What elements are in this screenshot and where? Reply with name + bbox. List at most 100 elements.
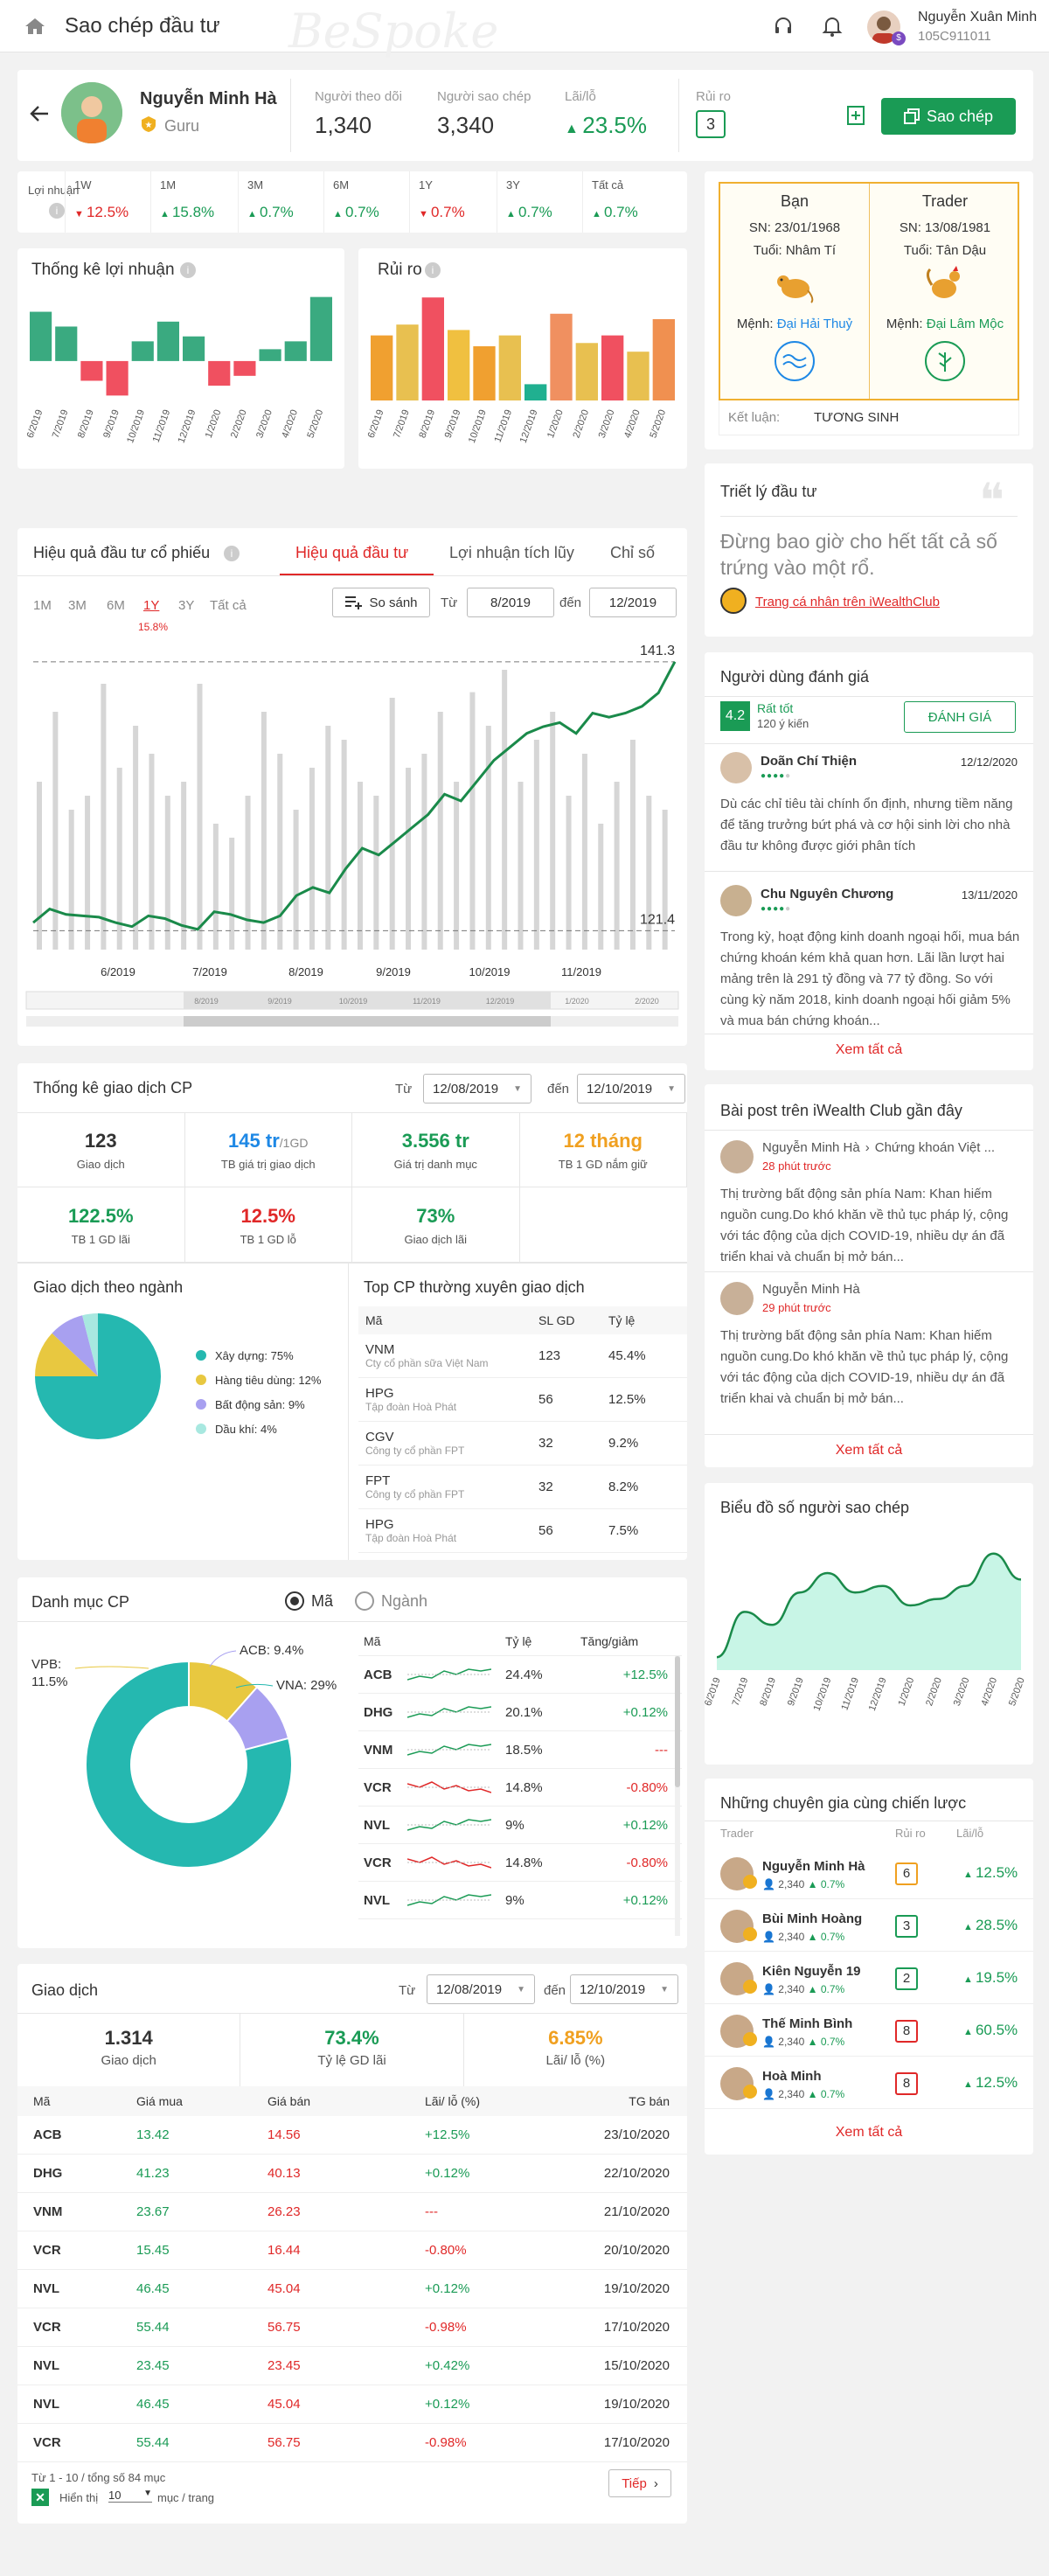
trades-from-input[interactable]: 12/08/2019 ▼ (427, 1974, 535, 2004)
bar[interactable] (233, 360, 256, 376)
bar[interactable] (259, 349, 281, 361)
table-row[interactable]: NVL 23.45 23.45 +0.42% 15/10/2020 (17, 2347, 687, 2385)
poster-name[interactable]: Nguyễn Minh Hà (762, 1282, 860, 1297)
to-date-input[interactable]: 12/2019 (589, 588, 677, 617)
info-icon[interactable]: i (224, 546, 240, 561)
from-date-input[interactable]: 8/2019 (467, 588, 554, 617)
info-icon[interactable]: i (49, 203, 65, 219)
back-arrow-icon[interactable] (30, 105, 49, 122)
range-option[interactable]: 3Y (178, 598, 195, 613)
pie-slice[interactable] (52, 1315, 98, 1376)
bar[interactable] (30, 311, 52, 361)
avatar[interactable] (867, 10, 900, 44)
return-cell[interactable]: 6M ▲ 0.7% (323, 171, 409, 233)
bar[interactable] (473, 346, 496, 400)
bar[interactable] (421, 297, 444, 400)
bar[interactable] (601, 335, 624, 400)
table-row[interactable]: VNM 18.5% --- (358, 1731, 682, 1769)
compare-button[interactable]: So sánh (332, 588, 430, 617)
bar[interactable] (396, 324, 419, 400)
post-text[interactable]: Thị trường bất động sản phía Nam: Khan h… (720, 1187, 1009, 1264)
return-cell[interactable]: 1W ▼ 12.5% (65, 171, 150, 233)
info-icon[interactable]: i (425, 262, 441, 278)
trade-stats-from-input[interactable]: 12/08/2019 ▼ (423, 1074, 531, 1104)
bar[interactable] (208, 360, 231, 386)
next-page-button[interactable]: Tiếp › (608, 2469, 671, 2497)
bar[interactable] (131, 341, 154, 361)
trade-stats-to-input[interactable]: 12/10/2019 ▼ (577, 1074, 685, 1104)
post-channel[interactable]: Chứng khoán Việt ... (874, 1140, 996, 1155)
navigator-window[interactable] (184, 992, 551, 1009)
copy-button[interactable]: Sao chép (881, 98, 1016, 135)
return-cell[interactable]: 1M ▲ 15.8% (150, 171, 236, 233)
bar[interactable] (309, 296, 332, 361)
range-option[interactable]: 1Y (143, 598, 160, 613)
tab-performance[interactable]: Hiệu quả đầu tư (295, 544, 409, 561)
bar[interactable] (156, 321, 179, 361)
expert-row[interactable]: Thế Minh Bình 👤 2,340 ▲ 0.7% 8 ▲ 60.5% (705, 2006, 1033, 2057)
range-option[interactable]: 6M (107, 598, 125, 613)
bar[interactable] (371, 335, 393, 400)
bar[interactable] (627, 352, 650, 400)
philosophy-link[interactable]: Trang cá nhân trên iWealthClub (755, 595, 940, 609)
return-cell[interactable]: Tất cả ▲ 0.7% (582, 171, 668, 233)
bar[interactable] (575, 343, 598, 400)
bar[interactable] (498, 335, 521, 400)
posts-see-all[interactable]: Xem tất cả (835, 1443, 903, 1458)
bookmark-add-icon[interactable] (846, 105, 865, 126)
chart-range-navigator[interactable]: 8/2019 9/2019 10/2019 11/2019 12/2019 1/2020 2… (17, 986, 687, 1039)
bar[interactable] (284, 341, 307, 361)
bar[interactable] (652, 319, 675, 400)
bar[interactable] (55, 326, 78, 361)
table-row[interactable]: DHG 20.1% +0.12% (358, 1694, 682, 1731)
table-row[interactable]: VCR 14.8% -0.80% (358, 1769, 682, 1807)
table-row[interactable]: FPT Công ty cổ phần FPT 32 8.2% (358, 1466, 687, 1509)
info-icon[interactable]: i (180, 262, 196, 278)
radio-code[interactable]: Mã (285, 1591, 333, 1611)
table-row[interactable]: HPG Tập đoàn Hoà Phát 56 12.5% (358, 1378, 687, 1422)
range-option[interactable]: 1M (33, 598, 52, 613)
expert-row[interactable]: Bùi Minh Hoàng 👤 2,340 ▲ 0.7% 3 ▲ 28.5% (705, 1901, 1033, 1952)
post-text[interactable]: Thị trường bất động sản phía Nam: Khan h… (720, 1328, 1009, 1406)
table-row[interactable]: ACB 24.4% +12.5% (358, 1656, 682, 1694)
home-icon[interactable] (24, 17, 45, 35)
experts-see-all[interactable]: Xem tất cả (835, 2125, 903, 2140)
table-row[interactable]: NVL 46.45 45.04 +0.12% 19/10/2020 (17, 2270, 687, 2308)
tab-index[interactable]: Chỉ số (610, 544, 656, 561)
bar[interactable] (550, 313, 573, 400)
trades-to-input[interactable]: 12/10/2019 ▼ (570, 1974, 678, 2004)
table-row[interactable]: VCR 15.45 16.44 -0.80% 20/10/2020 (17, 2231, 687, 2270)
table-row[interactable]: NVL 46.45 45.04 +0.12% 19/10/2020 (17, 2385, 687, 2424)
table-row[interactable]: ACB 13.42 14.56 +12.5% 23/10/2020 (17, 2116, 687, 2155)
pie-slice[interactable] (82, 1313, 98, 1376)
table-row[interactable]: VNM 23.67 26.23 --- 21/10/2020 (17, 2193, 687, 2231)
expert-row[interactable]: Nguyễn Minh Hà 👤 2,340 ▲ 0.7% 6 ▲ 12.5% (705, 1848, 1033, 1899)
headset-icon[interactable] (773, 16, 794, 37)
poster-name[interactable]: Nguyễn Minh Hà (762, 1140, 860, 1155)
bar[interactable] (524, 384, 547, 400)
bell-icon[interactable] (822, 15, 843, 38)
table-row[interactable]: VCR 55.44 56.75 -0.98% 17/10/2020 (17, 2424, 687, 2462)
table-row[interactable]: VNM Cty cổ phần sữa Việt Nam 123 45.4% (358, 1334, 687, 1378)
navigator-thumb[interactable] (184, 1016, 551, 1027)
table-row[interactable]: NVL 9% +0.12% (358, 1882, 682, 1919)
pie-slice[interactable] (35, 1333, 98, 1376)
return-cell[interactable]: 1Y ▼ 0.7% (409, 171, 495, 233)
bar[interactable] (80, 360, 103, 381)
range-option[interactable]: Tất cả (210, 598, 247, 613)
table-row[interactable]: HPG Tập đoàn Hoà Phát 56 7.5% (358, 1509, 687, 1553)
donut-slice[interactable] (85, 1660, 293, 1869)
bar[interactable] (448, 330, 470, 400)
excel-icon[interactable]: ✕ (31, 2489, 49, 2506)
table-row[interactable]: NVL 9% +0.12% (358, 1807, 682, 1844)
scrollbar[interactable] (675, 1656, 680, 1936)
page-size-select[interactable]: 10 ▼ (108, 2489, 152, 2503)
expert-row[interactable]: Hoà Minh 👤 2,340 ▲ 0.7% 8 ▲ 12.5% (705, 2058, 1033, 2109)
table-row[interactable]: VCR 55.44 56.75 -0.98% 17/10/2020 (17, 2308, 687, 2347)
bar[interactable] (106, 360, 129, 396)
radio-sector[interactable]: Ngành (355, 1591, 427, 1611)
table-row[interactable]: CGV Công ty cổ phần FPT 32 9.2% (358, 1422, 687, 1466)
range-option[interactable]: 3M (68, 598, 87, 613)
return-cell[interactable]: 3Y ▲ 0.7% (497, 171, 582, 233)
tab-cumulative-profit[interactable]: Lợi nhuận tích lũy (449, 544, 574, 561)
